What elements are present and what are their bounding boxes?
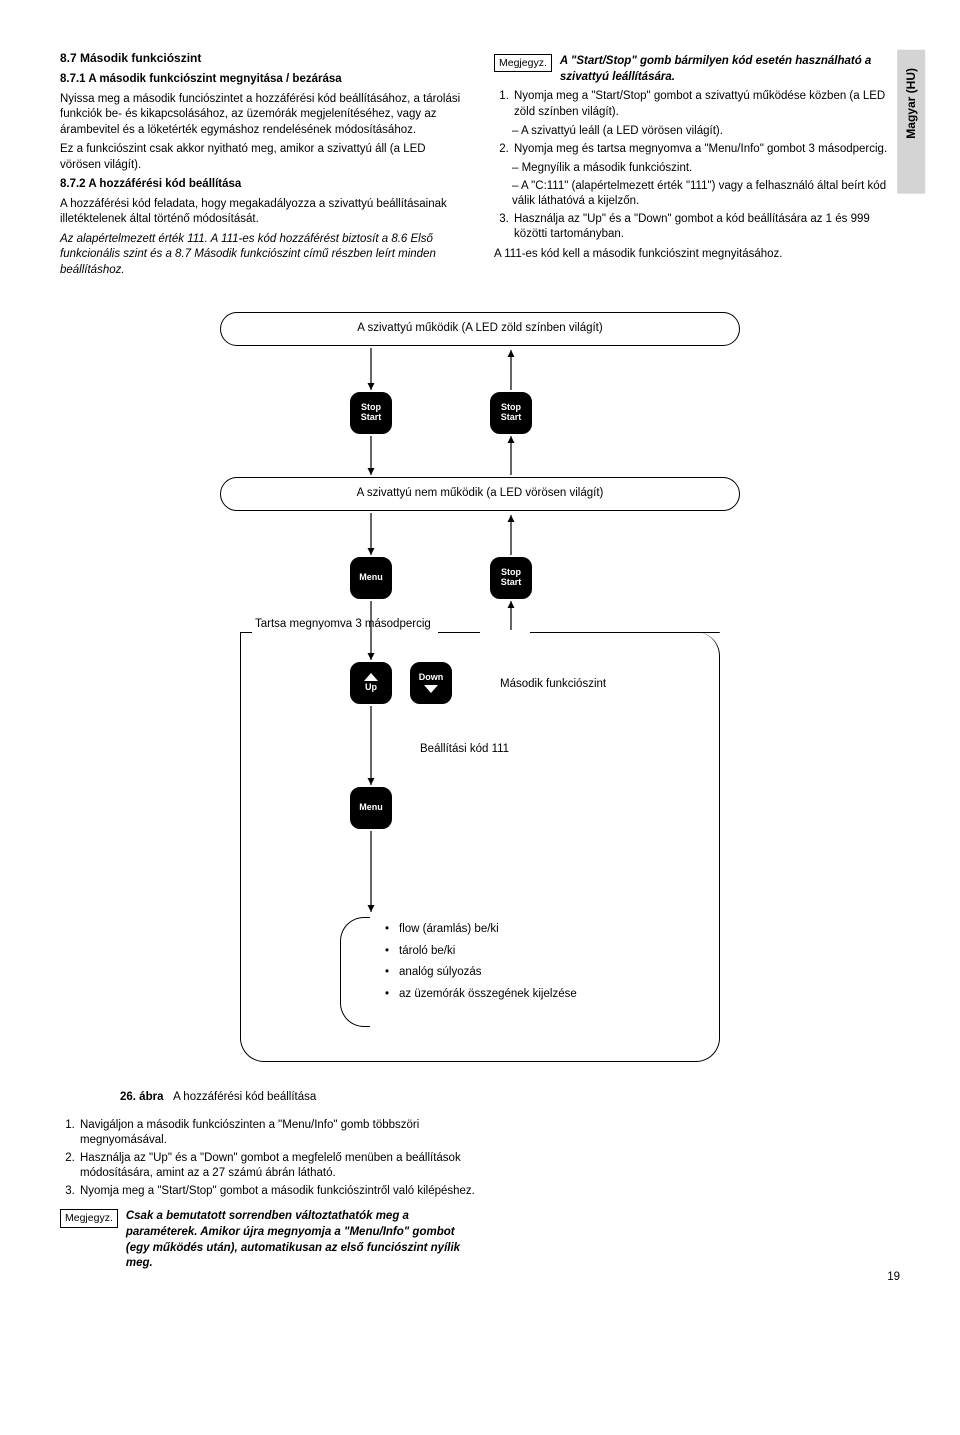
figure-number: 26. ábra <box>120 1091 163 1103</box>
btn-menu-label: Menu <box>359 573 383 583</box>
paragraph: A 111-es kód kell a második funkciószint… <box>494 247 900 263</box>
paragraph: Az alapértelmezett érték 111. A 111-es k… <box>60 232 466 279</box>
figure-caption: 26. ábra A hozzáférési kód beállítása <box>120 1090 760 1106</box>
left-column: 8.7 Második funkciószint 8.7.1 A második… <box>60 50 466 282</box>
bottom-instructions: Navigáljon a második funkciószinten a "M… <box>60 1118 480 1272</box>
list-item: Nyomja meg a "Start/Stop" gombot a sziva… <box>512 89 900 120</box>
brace-icon <box>340 917 370 1027</box>
page-number: 19 <box>887 1270 900 1286</box>
btn-start-label: Start <box>501 578 522 588</box>
stop-start-button-icon: Stop Start <box>490 392 532 434</box>
paragraph: A hozzáférési kód feladata, hogy megakad… <box>60 197 466 228</box>
btn-up-label: Up <box>365 683 377 693</box>
note-text: Csak a bemutatott sorrendben változtatha… <box>126 1209 480 1271</box>
list-item: Nyomja meg a "Start/Stop" gombot a másod… <box>78 1184 480 1200</box>
flowchart-diagram: A szivattyú működik (A LED zöld színben … <box>200 312 760 1106</box>
note-label: Megjegyz. <box>60 1209 118 1227</box>
code-label: Beállítási kód 111 <box>420 742 509 758</box>
hold-instruction-label: Tartsa megnyomva 3 másodpercig <box>255 617 431 633</box>
bullet-item: flow (áramlás) be/ki <box>385 922 577 938</box>
paragraph: Ez a funkciószint csak akkor nyitható me… <box>60 142 466 173</box>
triangle-up-icon <box>364 673 378 681</box>
note-label: Megjegyz. <box>494 54 552 72</box>
bullet-item: tároló be/ki <box>385 944 577 960</box>
menu-button-icon: Menu <box>350 557 392 599</box>
level2-label: Második funkciószint <box>500 677 606 693</box>
btn-down-label: Down <box>419 673 444 683</box>
ordered-list: Navigáljon a második funkciószinten a "M… <box>60 1118 480 1200</box>
figure-title: A hozzáférési kód beállítása <box>173 1091 316 1103</box>
language-tab: Magyar (HU) <box>897 50 925 194</box>
stop-start-button-icon: Stop Start <box>490 557 532 599</box>
sub-item: – A "C:111" (alapértelmezett érték "111"… <box>512 179 900 210</box>
list-item: Nyomja meg és tartsa megnyomva a "Menu/I… <box>512 142 900 158</box>
section-heading: 8.7 Második funkciószint <box>60 50 466 66</box>
right-column: Megjegyz. A "Start/Stop" gomb bármilyen … <box>494 50 900 282</box>
subsection-heading: 8.7.2 A hozzáférési kód beállítása <box>60 177 466 193</box>
up-button-icon: Up <box>350 662 392 704</box>
ordered-list: Nyomja meg és tartsa megnyomva a "Menu/I… <box>494 142 900 158</box>
bullet-item: analóg súlyozás <box>385 965 577 981</box>
btn-menu-label: Menu <box>359 803 383 813</box>
state-pump-stopped: A szivattyú nem működik (a LED vörösen v… <box>220 477 740 511</box>
list-item: Navigáljon a második funkciószinten a "M… <box>78 1118 480 1149</box>
stop-start-button-icon: Stop Start <box>350 392 392 434</box>
btn-start-label: Start <box>501 413 522 423</box>
down-button-icon: Down <box>410 662 452 704</box>
list-item: Használja az "Up" és a "Down" gombot a m… <box>78 1151 480 1182</box>
bullet-item: az üzemórák összegének kijelzése <box>385 987 577 1003</box>
note-block: Megjegyz. A "Start/Stop" gomb bármilyen … <box>494 54 900 85</box>
menu-button-icon: Menu <box>350 787 392 829</box>
state-pump-running: A szivattyú működik (A LED zöld színben … <box>220 312 740 346</box>
subsection-heading: 8.7.1 A második funkciószint megnyitása … <box>60 72 466 88</box>
sub-item: – Megnyílik a második funkciószint. <box>512 161 900 177</box>
btn-start-label: Start <box>361 413 382 423</box>
list-item: Használja az "Up" és a "Down" gombot a k… <box>512 212 900 243</box>
settings-bullet-list: flow (áramlás) be/ki tároló be/ki analóg… <box>385 922 577 1008</box>
note-block: Megjegyz. Csak a bemutatott sorrendben v… <box>60 1209 480 1271</box>
triangle-down-icon <box>424 685 438 693</box>
ordered-list: Használja az "Up" és a "Down" gombot a k… <box>494 212 900 243</box>
two-column-layout: 8.7 Második funkciószint 8.7.1 A második… <box>60 50 900 282</box>
ordered-list: Nyomja meg a "Start/Stop" gombot a sziva… <box>494 89 900 120</box>
note-text: A "Start/Stop" gomb bármilyen kód esetén… <box>560 54 900 85</box>
sub-item: – A szivattyú leáll (a LED vörösen világ… <box>512 124 900 140</box>
paragraph: Nyissa meg a második funciószintet a hoz… <box>60 92 466 139</box>
